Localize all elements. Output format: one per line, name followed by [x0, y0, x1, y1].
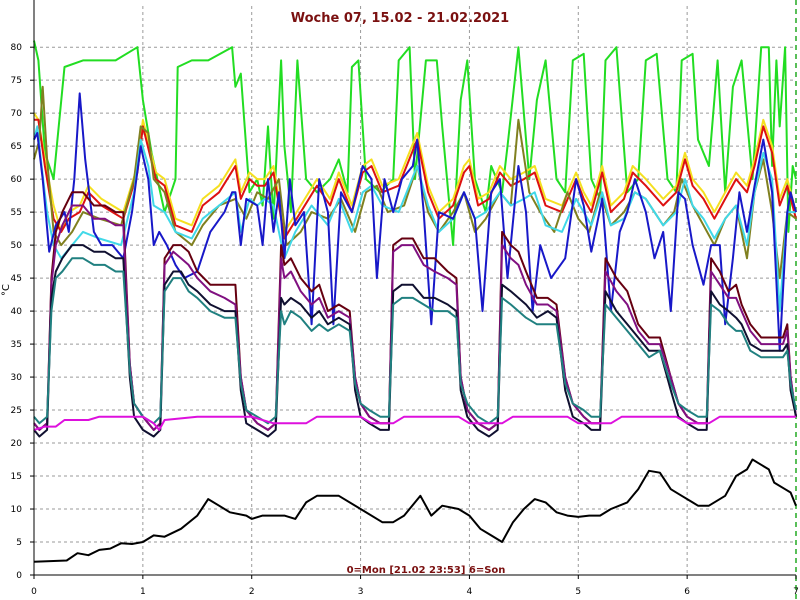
y-tick-label: 80 [11, 43, 23, 53]
y-tick-label: 65 [11, 142, 22, 152]
y-tick-label: 5 [16, 538, 22, 548]
series-line [33, 415, 796, 431]
y-tick-label: 15 [11, 472, 22, 482]
series-line [33, 125, 796, 313]
x-tick-label: 3 [358, 587, 364, 597]
grid [34, 0, 797, 600]
y-tick-label: 20 [11, 439, 23, 449]
x-tick-label: 4 [467, 587, 473, 597]
y-tick-label: 45 [11, 274, 22, 284]
chart-title: Woche 07, 15.02 - 21.02.2021 [291, 11, 509, 26]
series-line [33, 40, 797, 247]
chart-footer: 0=Mon [21.02 23:53] 6=Son [347, 565, 506, 576]
series-line [33, 92, 797, 352]
series-line [33, 112, 797, 233]
y-tick-label: 50 [11, 241, 23, 251]
y-tick-label: 35 [11, 340, 22, 350]
y-tick-label: 10 [11, 505, 23, 515]
x-tick-label: 0 [31, 587, 37, 597]
axes [30, 0, 797, 579]
y-tick-label: 70 [11, 109, 23, 119]
y-tick-label: 60 [11, 175, 23, 185]
series-line [33, 458, 797, 563]
series-line [34, 118, 797, 240]
y-tick-label: 0 [16, 571, 22, 581]
series-lines [33, 40, 797, 563]
y-tick-label: 55 [11, 208, 22, 218]
series-line [33, 244, 797, 438]
y-tick-label: 75 [11, 76, 22, 86]
y-tick-label: 25 [11, 406, 22, 416]
x-tick-label: 1 [140, 587, 146, 597]
x-tick-label: 6 [684, 587, 690, 597]
x-tick-label: 7 [793, 587, 799, 597]
x-tick-label: 2 [249, 587, 255, 597]
y-axis-label: °C [1, 284, 12, 296]
x-tick-label: 5 [575, 587, 581, 597]
y-tick-label: 30 [11, 373, 23, 383]
y-tick-label: 40 [11, 307, 23, 317]
